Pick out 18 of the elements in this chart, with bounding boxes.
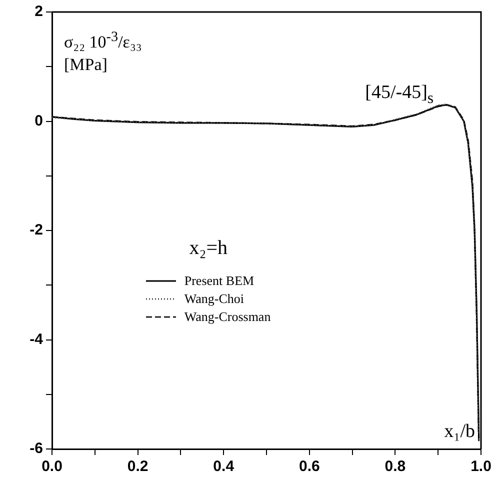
x-tick-label: 0.0 <box>42 458 62 476</box>
legend-label: Wang-Crossman <box>184 309 271 325</box>
y-tick-label: 0 <box>34 112 43 130</box>
x-tick-label: 1.0 <box>470 458 492 476</box>
legend-label: Present BEM <box>184 273 254 289</box>
annotation: [45/-45]$_{s}$ <box>365 82 434 108</box>
x-axis-title: x₁/b <box>444 421 475 443</box>
x-tick-label: 0.8 <box>384 458 406 476</box>
y-tick-label: -6 <box>30 440 43 458</box>
x-tick-label: 0.6 <box>298 458 320 476</box>
legend-label: Wang-Choi <box>184 291 244 307</box>
y-axis-title: σ₂₂ 10$^{-3}$/ε₃₃ [MPa] <box>64 28 143 76</box>
y-tick-label: -2 <box>30 222 43 239</box>
x-tick-label: 0.4 <box>213 458 235 476</box>
annotation: x₂=h <box>189 237 228 260</box>
x-tick-label: 0.2 <box>127 458 148 476</box>
y-tick-label: 2 <box>34 3 43 20</box>
y-tick-label: -4 <box>30 330 44 348</box>
